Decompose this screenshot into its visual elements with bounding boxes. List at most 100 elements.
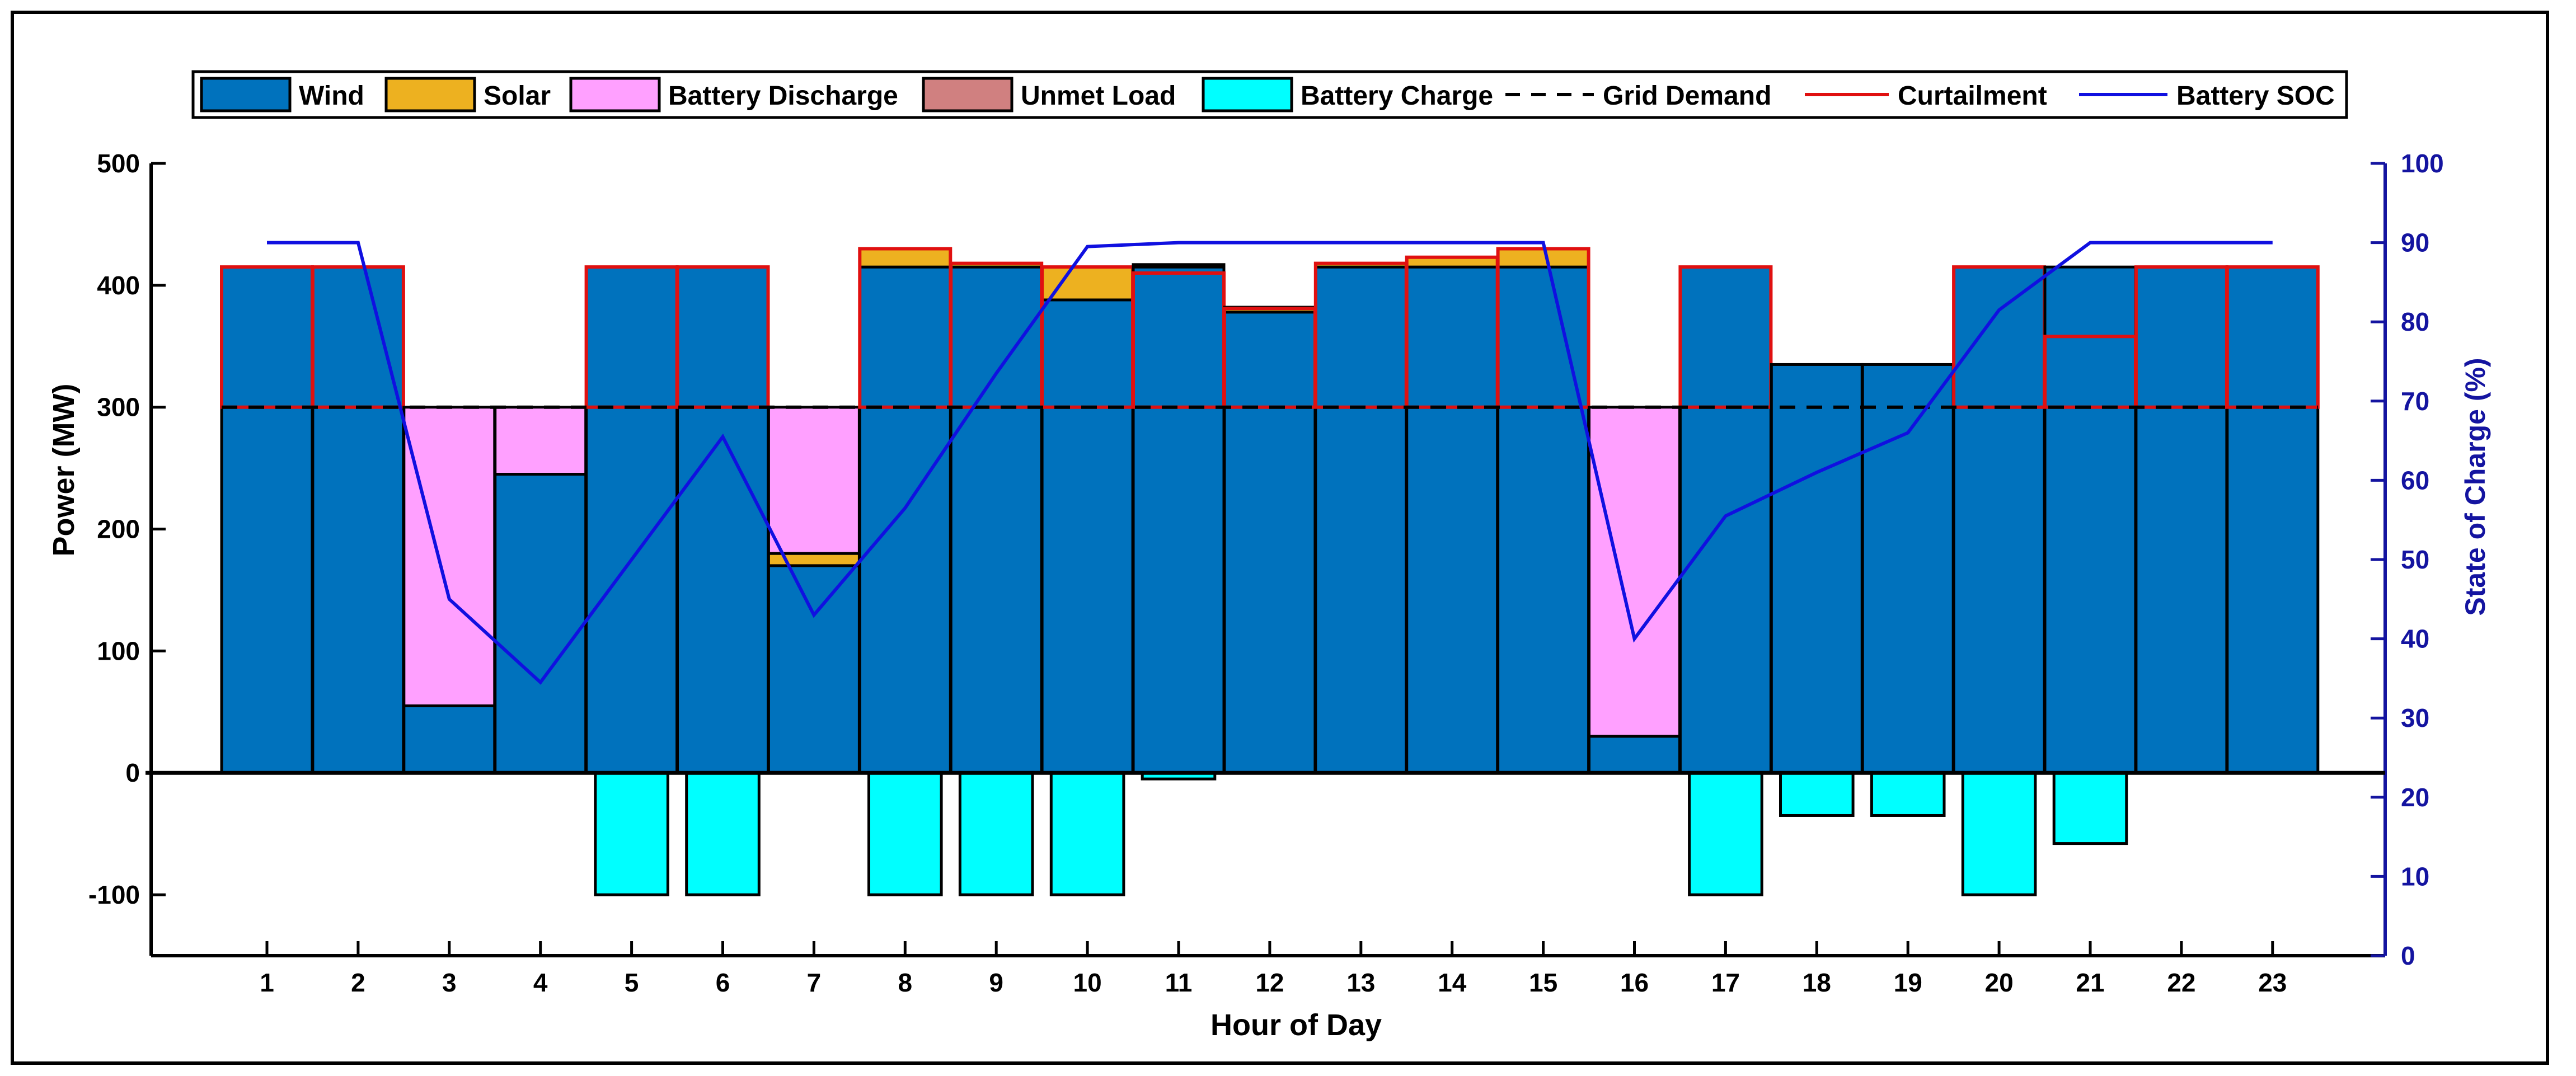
legend-item-demand: Grid Demand (1505, 81, 1771, 111)
x-tick-label: 13 (1346, 968, 1375, 997)
x-tick-label: 1 (260, 968, 274, 997)
y-tick-label: 100 (97, 636, 140, 665)
x-tick-label: 7 (807, 968, 822, 997)
x-tick-label: 22 (2167, 968, 2195, 997)
wind-bar (767, 564, 861, 774)
wind-bar (1952, 265, 2046, 774)
y2-tick-label: 10 (2401, 862, 2429, 891)
legend-item-charge: Battery Charge (1202, 77, 1493, 112)
wind-bar (402, 704, 496, 774)
legend-label: Battery Charge (1301, 81, 1493, 111)
y-tick-label: 500 (97, 149, 140, 178)
wind-bar (1861, 363, 1955, 774)
x-tick-label: 15 (1529, 968, 1557, 997)
battery-charge-bar (1779, 771, 1855, 817)
x-tick-label: 8 (898, 968, 913, 997)
x-tick-label: 19 (1894, 968, 1922, 997)
wind-bar (949, 265, 1043, 774)
y2-tick-label: 70 (2401, 387, 2429, 416)
wind-bar (311, 265, 405, 774)
x-tick-label: 11 (1165, 968, 1193, 997)
legend-item-curtail: Curtailment (1805, 81, 2047, 111)
curtailment-box (675, 265, 770, 409)
wind-bar (1678, 265, 1772, 774)
y-tick-label: 200 (97, 515, 140, 544)
x-tick-label: 5 (625, 968, 639, 997)
x-tick-label: 18 (1803, 968, 1831, 997)
solar-bar (1040, 265, 1134, 302)
y-tick-label: 300 (97, 393, 140, 422)
wind-bar (220, 265, 314, 774)
bars-layer (220, 247, 2320, 896)
x-tick-label: 3 (442, 968, 457, 997)
solar-bar (858, 247, 952, 269)
legend-item-unmet: Unmet Load (922, 77, 1176, 112)
battery-charge-bar (1688, 771, 1763, 896)
battery-discharge-bar (402, 406, 496, 707)
battery-charge-bar (1049, 771, 1125, 896)
wind-bar (1223, 311, 1317, 774)
x-axis-label: Hour of Day (1210, 1008, 1382, 1042)
battery-charge-bar (958, 771, 1034, 896)
legend-swatch (922, 77, 1013, 112)
legend-label: Wind (299, 81, 364, 111)
wind-bar (1405, 265, 1499, 774)
y2-axis-label: State of Charge (%) (2460, 358, 2491, 615)
battery-discharge-bar (1588, 406, 1681, 738)
legend-item-wind: Wind (200, 77, 364, 112)
wind-bar (1132, 265, 1226, 774)
x-tick-label: 12 (1255, 968, 1284, 997)
wind-bar (1314, 265, 1408, 774)
axes-layer: -100 0 100 200 300 400 500 0 10 20 30 40 50 60 70 80 90 1… (88, 149, 2444, 997)
x-tick-label: 14 (1438, 968, 1467, 997)
legend-swatch (569, 77, 661, 112)
y-tick-label: 400 (97, 271, 140, 300)
y-axis-label: Power (MW) (47, 384, 81, 557)
legend-item-solar: Solar (384, 77, 551, 112)
lines-layer (222, 241, 2318, 685)
x-tick-label: 10 (1073, 968, 1102, 997)
curtailment-box (1678, 265, 1773, 409)
wind-bar (1040, 298, 1134, 774)
solar-bar (1496, 247, 1590, 269)
wind-bar (2226, 265, 2320, 774)
x-tick-label: 4 (533, 968, 548, 997)
y2-tick-label: 50 (2401, 545, 2429, 574)
legend-swatch (384, 77, 476, 112)
x-tick-label: 16 (1620, 968, 1649, 997)
battery-charge-bar (594, 771, 669, 896)
x-tick-label: 20 (1985, 968, 2014, 997)
battery-charge-bar (2052, 771, 2128, 845)
y2-tick-label: 0 (2401, 941, 2415, 970)
legend-swatch (1202, 77, 1293, 112)
x-tick-label: 17 (1711, 968, 1740, 997)
x-tick-label: 6 (716, 968, 730, 997)
legend: Wind Solar Battery Discharge Unmet Load Batt… (191, 70, 2348, 119)
x-tick-label: 21 (2076, 968, 2104, 997)
legend-label: Battery SOC (2176, 81, 2335, 111)
wind-bar (858, 265, 952, 774)
x-tick-label: 2 (351, 968, 365, 997)
wind-bar (1770, 363, 1864, 774)
legend-label: Curtailment (1898, 81, 2047, 111)
wind-bar (494, 473, 588, 774)
battery-charge-bar (1961, 771, 2037, 896)
y2-tick-label: 80 (2401, 307, 2429, 336)
battery-charge-bar (1870, 771, 1946, 817)
battery-discharge-bar (494, 406, 588, 476)
solar-bar (1132, 263, 1226, 269)
battery-charge-bar (867, 771, 943, 896)
plot-area: -100 0 100 200 300 400 500 0 10 20 30 40 50 60 70 80 90 1… (88, 149, 2444, 997)
wind-bar (1588, 735, 1681, 774)
y2-tick-label: 20 (2401, 783, 2429, 812)
battery-discharge-bar (767, 406, 861, 555)
wind-bar (1496, 265, 1590, 774)
y2-tick-label: 90 (2401, 228, 2429, 257)
legend-label: Battery Discharge (668, 81, 898, 111)
legend-label: Unmet Load (1021, 81, 1176, 111)
y2-tick-label: 30 (2401, 703, 2429, 732)
wind-bar (676, 265, 769, 774)
battery-charge-bar (685, 771, 761, 896)
battery-soc-line (267, 241, 2273, 685)
